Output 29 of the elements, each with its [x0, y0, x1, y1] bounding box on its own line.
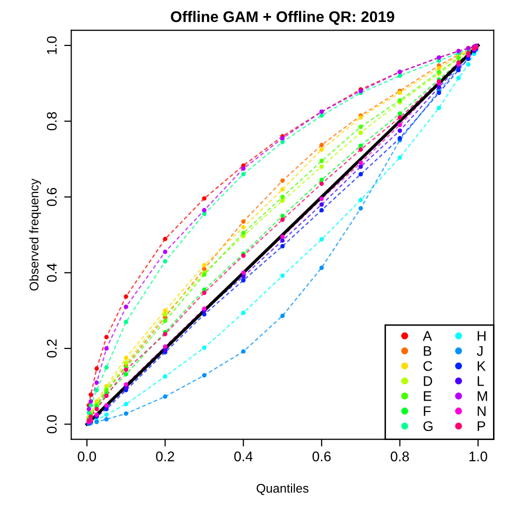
- y-tick-label: 0.4: [46, 263, 57, 282]
- x-tick-label: 0.4: [234, 452, 253, 462]
- x-tick-label: 0.0: [78, 452, 96, 462]
- legend-label: E: [424, 391, 432, 401]
- legend-label: H: [478, 331, 486, 341]
- chart-title: Offline GAM + Offline QR: 2019: [170, 10, 394, 25]
- legend-label: B: [424, 346, 432, 356]
- legend-label: K: [478, 361, 486, 371]
- legend-label: L: [478, 376, 484, 386]
- legend-label: P: [478, 421, 486, 431]
- y-tick-label: 0.6: [46, 188, 57, 206]
- x-tick-label: 0.8: [390, 452, 409, 462]
- legend-label: A: [422, 331, 432, 341]
- x-tick-label: 0.2: [156, 452, 174, 462]
- legend-label: N: [478, 406, 486, 416]
- y-axis-title: Observed frequency: [29, 178, 41, 291]
- y-tick-label: 0.8: [46, 112, 57, 130]
- legend-label: C: [423, 361, 432, 371]
- x-tick-label: 0.6: [312, 452, 331, 462]
- y-tick-label: 1.0: [46, 36, 57, 54]
- legend-label: F: [424, 406, 431, 416]
- legend-label: J: [476, 346, 483, 356]
- x-axis-title: Quantiles: [256, 484, 308, 495]
- legend-label: M: [478, 391, 488, 401]
- legend-label: D: [424, 376, 432, 386]
- y-tick-label: 0.2: [46, 339, 57, 358]
- y-tick-label: 0.0: [46, 415, 57, 434]
- x-tick-label: 1.0: [469, 452, 488, 462]
- legend-label: G: [423, 421, 433, 432]
